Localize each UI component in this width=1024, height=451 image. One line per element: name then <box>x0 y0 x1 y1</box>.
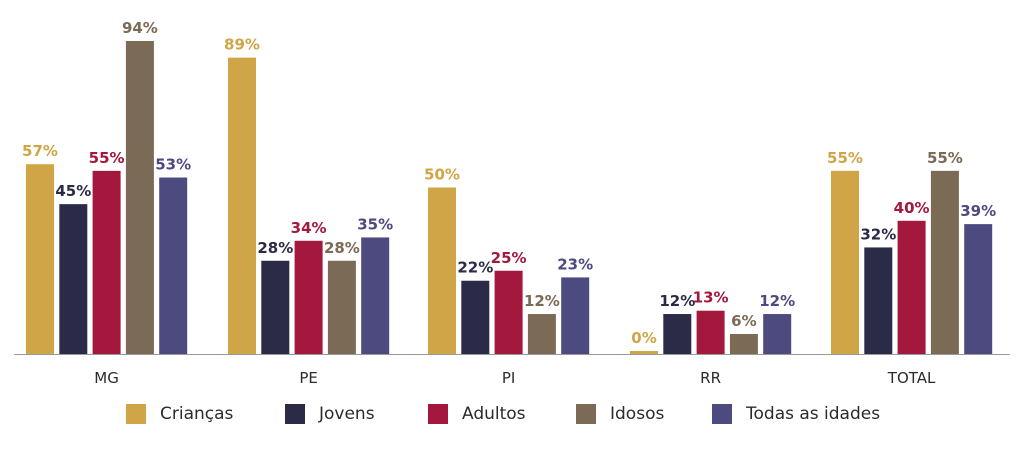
data-label-rr-0: 0% <box>631 329 656 347</box>
category-label-total: TOTAL <box>887 369 936 387</box>
bar-mg-0 <box>26 164 54 354</box>
bar-rr-2 <box>696 310 725 354</box>
bar-pe-0 <box>228 57 256 354</box>
data-label-pi-1: 22% <box>457 259 493 277</box>
legend-item-2: Adultos <box>428 404 526 424</box>
data-label-pe-4: 35% <box>357 215 393 233</box>
data-label-rr-1: 12% <box>659 292 695 310</box>
legend: Crianças Jovens Adultos Idosos Todas as idad… <box>0 404 1024 434</box>
data-label-rr-4: 12% <box>759 292 795 310</box>
bar-mg-4 <box>159 177 188 354</box>
data-label-total-4: 39% <box>960 202 996 220</box>
data-label-rr-2: 13% <box>693 289 729 307</box>
data-label-pi-2: 25% <box>491 249 527 267</box>
bar-total-1 <box>864 247 893 354</box>
category-label-mg: MG <box>94 369 119 387</box>
data-label-pe-1: 28% <box>257 239 293 257</box>
legend-label: Adultos <box>462 404 526 424</box>
category-label-pi: PI <box>502 369 515 387</box>
category-labels: MG PE PI RR TOTAL <box>94 369 936 387</box>
bar-pe-2 <box>294 240 323 354</box>
data-label-pi-3: 12% <box>524 292 560 310</box>
legend-label: Todas as idades <box>746 404 881 424</box>
bar-rr-0 <box>630 351 658 354</box>
data-label-total-0: 55% <box>827 149 863 167</box>
legend-swatch <box>428 404 448 424</box>
data-label-mg-4: 53% <box>155 156 191 174</box>
bar-rr-3 <box>729 334 758 354</box>
bars-group: 57% 45% 55% 94% 53% 89% 28% 34% 28% 35% 50% 22%25% 1… <box>22 19 996 354</box>
legend-swatch <box>126 404 146 424</box>
bar-mg-3 <box>125 40 154 354</box>
data-label-pi-4: 23% <box>557 255 593 273</box>
data-label-pe-2: 34% <box>291 219 327 237</box>
data-label-pe-0: 89% <box>224 36 260 54</box>
bar-mg-2 <box>92 170 121 354</box>
bar-mg-1 <box>59 204 88 354</box>
data-label-pe-3: 28% <box>324 239 360 257</box>
data-label-mg-0: 57% <box>22 142 58 160</box>
legend-swatch <box>576 404 596 424</box>
data-label-mg-2: 55% <box>89 149 125 167</box>
legend-swatch <box>712 404 732 424</box>
bar-total-2 <box>897 220 926 354</box>
legend-item-0: Crianças <box>126 404 233 424</box>
bar-total-3 <box>930 170 959 354</box>
data-label-mg-3: 94% <box>122 19 158 37</box>
data-label-rr-3: 6% <box>731 312 756 330</box>
category-label-pe: PE <box>299 369 318 387</box>
bar-pe-4 <box>361 237 390 354</box>
data-label-total-1: 32% <box>860 225 896 243</box>
bar-chart: 57% 45% 55% 94% 53% 89% 28% 34% 28% 35% 50% 22%25% 1… <box>14 19 1010 387</box>
data-label-mg-1: 45% <box>55 182 91 200</box>
legend-item-1: Jovens <box>285 404 375 424</box>
bar-pe-1 <box>261 260 290 354</box>
bar-pi-3 <box>527 314 556 354</box>
bar-pi-0 <box>428 187 456 354</box>
bar-total-0 <box>831 170 859 354</box>
legend-label: Idosos <box>610 404 665 424</box>
legend-item-4: Todas as idades <box>712 404 880 424</box>
bar-rr-4 <box>763 314 792 354</box>
data-label-total-3: 55% <box>927 149 963 167</box>
bar-pi-1 <box>461 280 490 354</box>
data-label-pi-0: 50% <box>424 166 460 184</box>
legend-swatch <box>285 404 305 424</box>
data-label-total-2: 40% <box>894 199 930 217</box>
legend-label: Crianças <box>160 404 234 424</box>
category-label-rr: RR <box>700 369 721 387</box>
legend-item-3: Idosos <box>576 404 664 424</box>
legend-label: Jovens <box>319 404 375 424</box>
bar-pi-4 <box>561 277 590 354</box>
bar-total-4 <box>964 224 993 354</box>
bar-pe-3 <box>327 260 356 354</box>
bar-rr-1 <box>663 314 692 354</box>
bar-pi-2 <box>494 270 523 354</box>
